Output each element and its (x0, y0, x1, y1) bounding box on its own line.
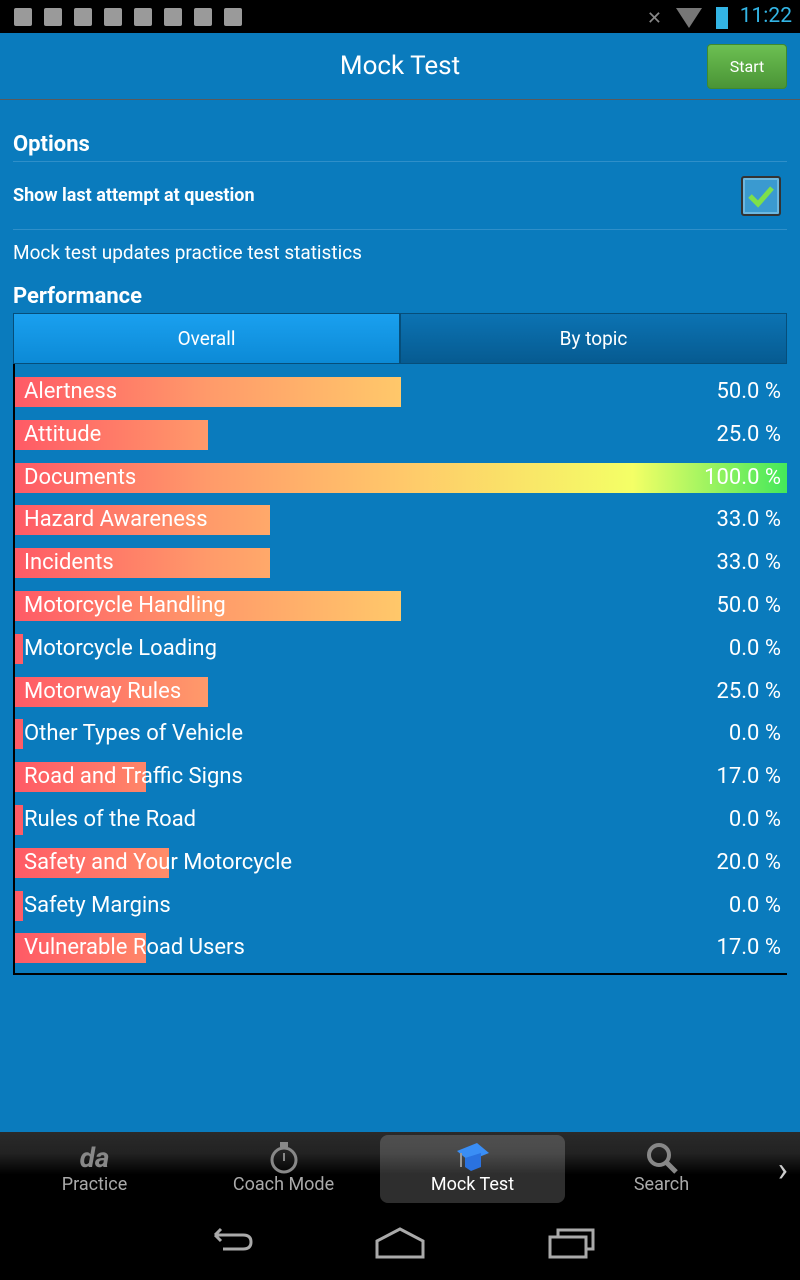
topic-label: Safety Margins (24, 892, 171, 918)
clock: 11:22 (739, 4, 792, 28)
practice-icon: da (79, 1141, 110, 1174)
score-bar (15, 890, 23, 921)
score-percent: 33.0 % (716, 507, 781, 533)
score-percent: 100.0 % (704, 464, 781, 490)
mute-icon: ✕ (646, 7, 662, 29)
topic-label: Alertness (24, 379, 118, 404)
download-icon (74, 7, 92, 26)
score-bar (15, 419, 208, 450)
show-last-attempt-checkbox[interactable] (741, 176, 781, 216)
score-bar (15, 462, 787, 493)
wifi-icon (676, 8, 702, 28)
performance-row: Vulnerable Road Users 17.0 % (15, 933, 787, 964)
topic-label: Motorcycle Loading (24, 635, 217, 661)
performance-row: Hazard Awareness 33.0 % (15, 505, 787, 536)
score-bar (15, 719, 23, 750)
score-percent: 0.0 % (728, 635, 781, 661)
score-bar (15, 676, 208, 707)
topic-label: Documents (24, 464, 137, 490)
checkmark-icon (748, 186, 774, 208)
score-percent: 50.0 % (716, 593, 781, 618)
score-bar (15, 505, 270, 536)
topic-label: Hazard Awareness (24, 507, 208, 533)
topic-label: Vulnerable Road Users (24, 935, 245, 961)
show-last-attempt-label: Show last attempt at question (13, 185, 255, 206)
back-icon[interactable] (205, 1227, 253, 1257)
page-title: Mock Test (339, 51, 461, 81)
performance-row: Motorcycle Loading 0.0 % (15, 633, 787, 664)
performance-row: Safety and Your Motorcycle 20.0 % (15, 847, 787, 878)
score-bar (15, 933, 147, 964)
score-percent: 0.0 % (728, 807, 781, 832)
score-bar (15, 633, 23, 664)
score-percent: 20.0 % (716, 849, 781, 875)
performance-row: Motorway Rules 25.0 % (15, 676, 787, 707)
play-store-icon (164, 7, 182, 26)
bottom-nav: da Practice Coach Mode Mock Test Search … (0, 1132, 800, 1203)
tab-overall[interactable]: Overall (13, 313, 400, 364)
divider (13, 229, 787, 230)
system-nav-bar (0, 1203, 800, 1280)
image-icon (104, 7, 122, 26)
divider (13, 161, 787, 162)
score-percent: 50.0 % (716, 379, 781, 404)
play-store-icon (194, 7, 212, 26)
stopwatch-icon (268, 1141, 300, 1179)
status-bar: ✕ 11:22 (0, 0, 800, 33)
mock-test-note: Mock test updates practice test statisti… (13, 241, 362, 264)
topic-label: Safety and Your Motorcycle (24, 849, 293, 875)
score-bar (15, 805, 23, 835)
performance-row: Incidents 33.0 % (15, 548, 787, 579)
performance-tabs: Overall By topic (13, 313, 787, 364)
performance-row: Attitude 25.0 % (15, 419, 787, 450)
topic-label: Rules of the Road (24, 807, 197, 832)
home-icon[interactable] (375, 1227, 425, 1259)
score-bar (15, 847, 170, 878)
topic-label: Road and Traffic Signs (24, 764, 243, 790)
download-phone-icon (44, 7, 62, 26)
battery-icon (716, 7, 728, 29)
performance-row: Documents 100.0 % (15, 462, 787, 493)
score-bar (15, 377, 401, 407)
performance-row: Motorcycle Handling 50.0 % (15, 591, 787, 621)
nav-coach-mode[interactable]: Coach Mode (191, 1135, 376, 1203)
gmail-icon (134, 7, 152, 26)
performance-list: Alertness 50.0 % Attitude 25.0 % Documen… (13, 364, 787, 975)
score-percent: 25.0 % (716, 421, 781, 447)
wifi-question-icon (14, 7, 32, 26)
nav-mock-test[interactable]: Mock Test (380, 1135, 565, 1203)
options-heading: Options (13, 132, 90, 157)
chevron-right-icon[interactable]: › (777, 1150, 788, 1190)
performance-row: Other Types of Vehicle 0.0 % (15, 719, 787, 750)
topic-label: Incidents (24, 550, 114, 576)
score-bar (15, 548, 270, 579)
play-store-icon (224, 7, 242, 26)
topic-label: Motorcycle Handling (24, 593, 226, 618)
topic-label: Other Types of Vehicle (24, 721, 244, 747)
performance-row: Rules of the Road 0.0 % (15, 805, 787, 835)
action-bar: Mock Test Start (0, 33, 800, 100)
performance-row: Alertness 50.0 % (15, 377, 787, 407)
topic-label: Attitude (24, 421, 102, 447)
tab-by-topic[interactable]: By topic (400, 313, 787, 364)
graduation-cap-icon (455, 1141, 491, 1177)
score-percent: 17.0 % (716, 935, 781, 961)
search-icon (645, 1141, 679, 1179)
score-percent: 33.0 % (716, 550, 781, 576)
score-percent: 0.0 % (728, 721, 781, 747)
score-percent: 17.0 % (716, 764, 781, 790)
nav-practice[interactable]: da Practice (61, 1141, 128, 1195)
performance-row: Road and Traffic Signs 17.0 % (15, 762, 787, 793)
start-button[interactable]: Start (707, 44, 787, 89)
topic-label: Motorway Rules (24, 678, 182, 704)
score-bar (15, 762, 147, 793)
recents-icon[interactable] (548, 1227, 596, 1259)
score-percent: 0.0 % (728, 892, 781, 918)
nav-search[interactable]: Search (569, 1135, 754, 1203)
performance-heading: Performance (13, 284, 143, 309)
score-bar (15, 591, 401, 621)
performance-row: Safety Margins 0.0 % (15, 890, 787, 921)
score-percent: 25.0 % (716, 678, 781, 704)
